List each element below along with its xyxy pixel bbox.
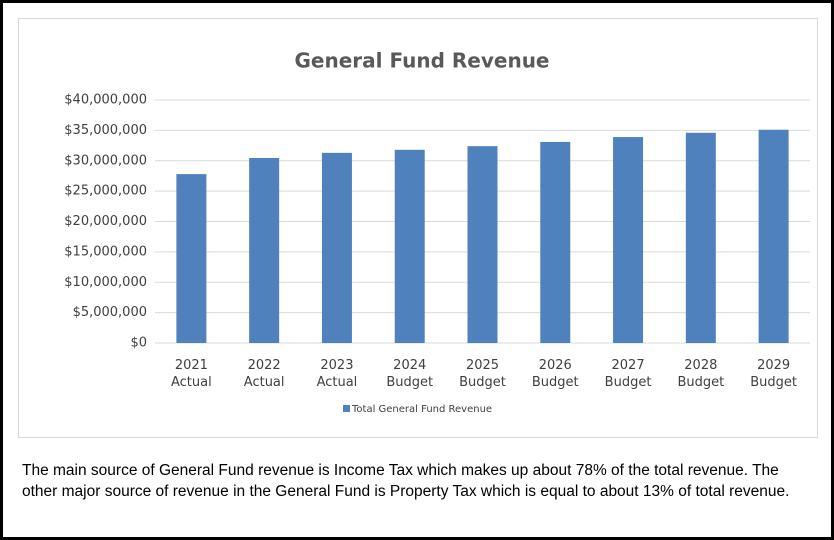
bar — [321, 152, 352, 343]
y-tick-label: $0 — [130, 336, 147, 351]
bar — [467, 146, 498, 343]
bar — [540, 141, 571, 343]
bar — [249, 158, 280, 343]
x-tick-label: 2024 Budget — [386, 358, 434, 390]
bar — [176, 174, 207, 343]
x-tick-label: 2026 Budget — [531, 358, 579, 390]
bar — [758, 129, 789, 343]
x-tick-label: 2025 Budget — [459, 358, 506, 390]
y-tick-label: $40,000,000 — [64, 93, 147, 108]
bar — [394, 149, 425, 343]
bar — [613, 137, 644, 343]
legend-swatch — [343, 405, 350, 412]
y-tick-label: $15,000,000 — [64, 244, 147, 259]
y-tick-label: $10,000,000 — [64, 275, 147, 290]
legend-label: Total General Fund Revenue — [351, 404, 492, 415]
x-tick-label: 2022 Actual — [243, 358, 285, 390]
x-tick-label: 2023 Actual — [316, 358, 358, 390]
y-tick-label: $30,000,000 — [64, 153, 147, 168]
paragraph: The main source of General Fund revenue … — [22, 462, 790, 500]
y-tick-label: $35,000,000 — [64, 123, 147, 138]
chart-title: General Fund Revenue — [295, 49, 550, 73]
y-tick-label: $5,000,000 — [73, 305, 147, 320]
chart: General Fund Revenue $0 $5,000,000 $10,000… — [64, 49, 810, 415]
x-tick-label: 2028 Budget — [677, 358, 725, 390]
y-tick-label: $20,000,000 — [64, 214, 147, 229]
y-tick-label: $25,000,000 — [64, 184, 147, 199]
x-tick-label: 2021 Actual — [171, 358, 212, 390]
bar — [685, 132, 716, 343]
x-tick-label: 2027 Budget — [604, 358, 652, 390]
x-tick-label: 2029 Budget — [750, 358, 797, 390]
chart-frame — [18, 18, 818, 438]
